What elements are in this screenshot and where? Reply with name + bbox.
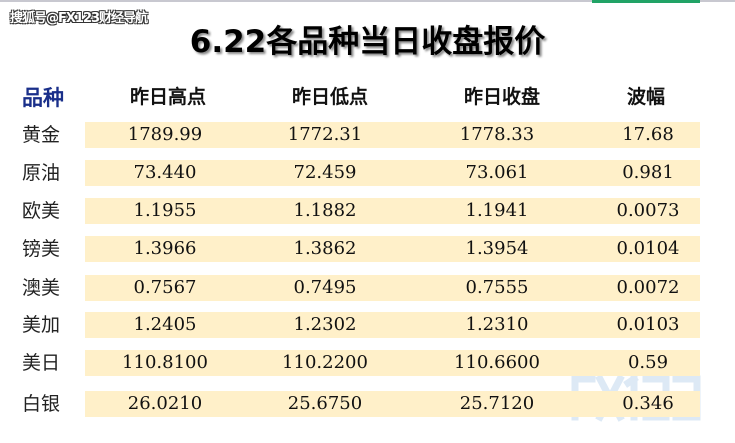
cell-high: 26.0210: [127, 393, 203, 414]
cell-close: 25.7120: [459, 393, 535, 414]
cell-low: 25.6750: [287, 393, 363, 414]
variety-name: 镑美: [22, 238, 61, 260]
cell-close: 1778.33: [459, 124, 535, 145]
cell-high: 1.3966: [133, 238, 197, 259]
table-row: 黄金 1789.99 1772.31 1778.33 17.68: [0, 122, 735, 148]
header-low: 昨日低点: [291, 86, 369, 108]
cell-close: 110.6600: [454, 352, 540, 373]
cell-high: 0.7567: [133, 277, 197, 298]
table-row: 白银 26.0210 25.6750 25.7120 0.346: [0, 391, 735, 417]
top-border: [0, 0, 735, 2]
cell-high: 1.1955: [133, 200, 197, 221]
header-variety: 品种: [22, 86, 64, 110]
cell-high: 110.8100: [122, 352, 208, 373]
cell-high: 73.440: [133, 162, 197, 183]
cell-range: 0.59: [627, 352, 669, 373]
cell-low: 72.459: [293, 162, 357, 183]
row-band: [85, 198, 700, 224]
cell-close: 1.2310: [465, 314, 529, 335]
cell-range: 0.0073: [616, 200, 680, 221]
cell-low: 0.7495: [293, 277, 357, 298]
row-band: [85, 122, 700, 148]
variety-name: 白银: [22, 393, 61, 415]
table-row: 原油 73.440 72.459 73.061 0.981: [0, 160, 735, 186]
variety-name: 澳美: [22, 277, 61, 299]
variety-name: 原油: [22, 162, 61, 184]
cell-range: 0.0103: [616, 314, 680, 335]
active-tab-indicator: [592, 0, 700, 3]
cell-low: 1.3862: [293, 238, 357, 259]
row-band: [85, 160, 700, 186]
row-band: [85, 312, 700, 338]
cell-high: 1.2405: [133, 314, 197, 335]
page-title: 6.22各品种当日收盘报价: [189, 24, 546, 60]
cell-range: 0.0072: [616, 277, 680, 298]
table-row: 欧美 1.1955 1.1882 1.1941 0.0073: [0, 198, 735, 224]
table-row: 美加 1.2405 1.2302 1.2310 0.0103: [0, 312, 735, 338]
cell-range: 0.346: [622, 393, 674, 414]
row-band: [85, 350, 700, 376]
row-band: [85, 391, 700, 417]
cell-close: 0.7555: [465, 277, 529, 298]
cell-range: 0.0104: [616, 238, 680, 259]
table-row: 美日 110.8100 110.2200 110.6600 0.59: [0, 350, 735, 376]
variety-name: 美日: [22, 352, 61, 374]
cell-close: 1.1941: [465, 200, 529, 221]
cell-close: 73.061: [465, 162, 529, 183]
variety-name: 美加: [22, 314, 61, 336]
variety-name: 欧美: [22, 200, 61, 222]
cell-low: 110.2200: [282, 352, 368, 373]
header-close: 昨日收盘: [463, 86, 541, 108]
table-row: 澳美 0.7567 0.7495 0.7555 0.0072: [0, 275, 735, 301]
header-high: 昨日高点: [129, 86, 207, 108]
cell-low: 1.1882: [293, 200, 357, 221]
variety-name: 黄金: [22, 124, 61, 146]
cell-range: 17.68: [622, 124, 674, 145]
cell-low: 1772.31: [287, 124, 363, 145]
row-band: [85, 236, 700, 262]
header-range: 波幅: [626, 86, 666, 108]
row-band: [85, 275, 700, 301]
table-row: 镑美 1.3966 1.3862 1.3954 0.0104: [0, 236, 735, 262]
cell-low: 1.2302: [293, 314, 357, 335]
cell-range: 0.981: [622, 162, 674, 183]
cell-close: 1.3954: [465, 238, 529, 259]
cell-high: 1789.99: [127, 124, 203, 145]
watermark-text: 搜狐号@FX123财经导航: [10, 11, 148, 26]
